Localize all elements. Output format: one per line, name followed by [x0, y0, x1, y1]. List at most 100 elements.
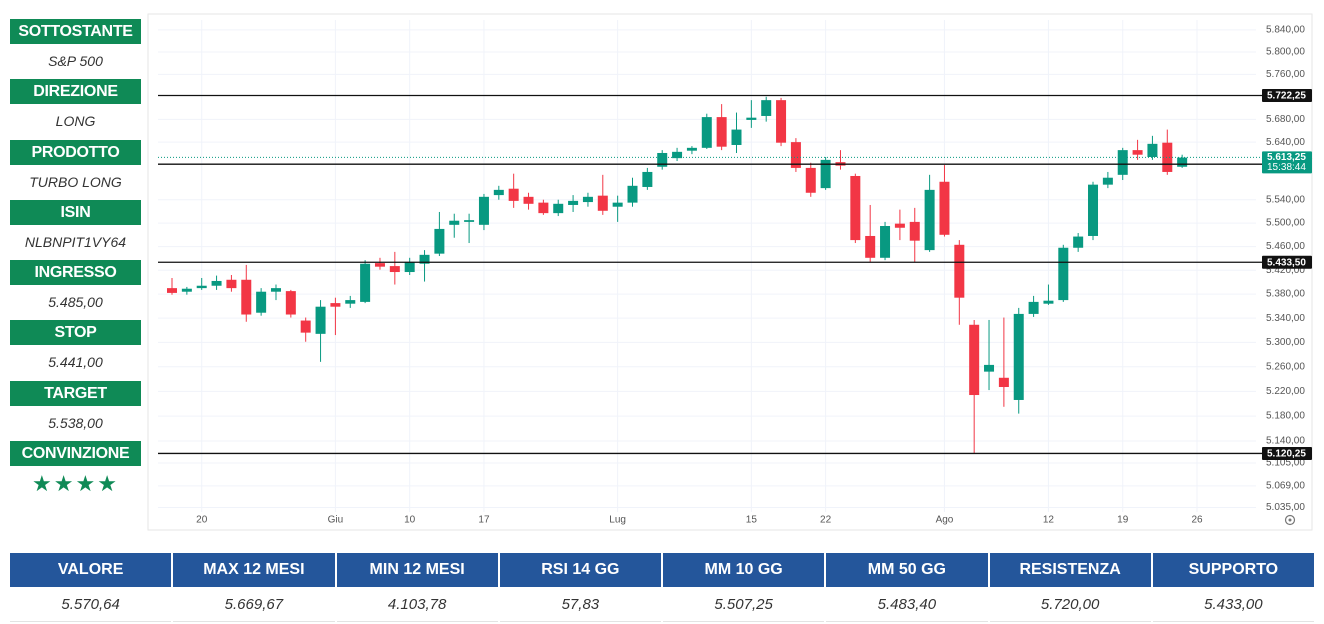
candle-body: [716, 117, 727, 147]
candle-body: [909, 221, 920, 241]
stats-table: VALORE MAX 12 MESI MIN 12 MESI RSI 14 GG MM …: [10, 553, 1314, 622]
table-header: MM 10 GG: [663, 553, 825, 587]
chart-card: [147, 13, 1313, 531]
candle-body: [657, 152, 668, 167]
x-tick-label: 20: [196, 515, 208, 526]
candle-body: [701, 117, 712, 148]
candle-body: [568, 200, 579, 205]
last-price-label: 5.613,25: [1267, 152, 1306, 163]
candle-body: [894, 223, 905, 228]
table-value: 5.483,40: [826, 589, 988, 622]
candle-body: [880, 225, 891, 258]
panel-value: 5.441,00: [10, 345, 141, 381]
panel-label: ISIN: [10, 199, 141, 225]
x-tick-label: 19: [1117, 515, 1129, 526]
candle-body: [389, 266, 400, 273]
y-tick-label: 5.460,00: [1266, 241, 1305, 252]
x-tick-label: 22: [820, 515, 832, 526]
x-tick-label: Ago: [936, 515, 954, 526]
panel-value: S&P 500: [10, 44, 141, 80]
candle-body: [642, 171, 653, 187]
y-tick-label: 5.140,00: [1266, 436, 1305, 447]
candle-body: [434, 228, 445, 254]
y-tick-label: 5.840,00: [1266, 25, 1305, 36]
candle-body: [211, 280, 222, 286]
y-tick-label: 5.220,00: [1266, 386, 1305, 397]
panel-label: PRODOTTO: [10, 139, 141, 165]
candle-body: [984, 364, 995, 372]
table-value: 5.507,25: [663, 589, 825, 622]
y-tick-label: 5.340,00: [1266, 313, 1305, 324]
candle-body: [776, 100, 787, 143]
table-value: 5.433,00: [1152, 589, 1314, 622]
y-tick-label: 5.180,00: [1266, 411, 1305, 422]
candle-body: [672, 151, 683, 159]
table-header: SUPPORTO: [1152, 553, 1314, 587]
y-tick-label: 5.760,00: [1266, 69, 1305, 80]
panel-label: STOP: [10, 320, 141, 346]
candle-body: [330, 303, 341, 307]
y-tick-label: 5.800,00: [1266, 47, 1305, 58]
countdown-label: 15:38:44: [1267, 162, 1306, 173]
candle-body: [553, 203, 564, 214]
candle-body: [404, 261, 415, 273]
candle-body: [865, 235, 876, 258]
table-header: MIN 12 MESI: [336, 553, 498, 587]
candle-body: [1088, 184, 1099, 236]
panel-label: TARGET: [10, 380, 141, 406]
table-header: MM 50 GG: [826, 553, 988, 587]
level-label: 5.722,25: [1267, 91, 1306, 102]
candle-body: [582, 196, 593, 203]
candle-body: [790, 142, 801, 168]
candle-body: [1162, 142, 1173, 172]
candle-body: [627, 185, 638, 203]
x-tick-label: Lug: [609, 515, 626, 526]
panel-value: LONG: [10, 104, 141, 140]
table-header: RSI 14 GG: [499, 553, 661, 587]
x-tick-label: Giu: [328, 515, 344, 526]
candle-body: [969, 324, 980, 396]
y-tick-label: 5.300,00: [1266, 337, 1305, 348]
x-tick-label: 12: [1043, 515, 1055, 526]
y-tick-label: 5.380,00: [1266, 289, 1305, 300]
table-value: 57,83: [499, 589, 661, 622]
candle-body: [538, 202, 549, 214]
candle-body: [241, 279, 252, 315]
panel-label: DIREZIONE: [10, 79, 141, 105]
candle-body: [1058, 247, 1069, 301]
last-price-tag: [1262, 151, 1312, 174]
settings-icon[interactable]: [1284, 514, 1296, 526]
side-panel: SOTTOSTANTE S&P 500 DIREZIONE LONG PRODOTTO T…: [10, 19, 141, 502]
candle-body: [360, 263, 371, 302]
panel-value: 5.538,00: [10, 405, 141, 442]
candle-body: [1028, 301, 1039, 314]
candle-body: [478, 196, 489, 225]
candle-body: [1073, 236, 1084, 248]
chart: 5.840,00 5.800,00 5.760,00 5.680,00 5.640,00…: [147, 13, 1313, 531]
y-tick-label: 5.069,00: [1266, 480, 1305, 491]
panel-value: NLBNPIT1VY64: [10, 224, 141, 261]
candle-body: [924, 189, 935, 251]
y-tick-label: 5.640,00: [1266, 137, 1305, 148]
x-tick-label: 26: [1191, 515, 1203, 526]
candle-body: [345, 300, 356, 304]
candle-body: [523, 196, 534, 204]
candle-body: [597, 195, 608, 211]
candle-body: [954, 244, 965, 298]
candle-body: [256, 291, 267, 313]
candle-body: [181, 288, 192, 292]
candle-body: [1117, 150, 1128, 175]
candle-body: [449, 220, 460, 225]
candle-body: [374, 263, 385, 267]
candle-body: [226, 279, 237, 289]
candle-body: [196, 285, 207, 289]
settings-icon-dot: [1288, 518, 1292, 522]
candle-body: [686, 147, 697, 151]
candle-body: [1043, 300, 1054, 304]
y-tick-label: 5.680,00: [1266, 114, 1305, 125]
candle-body: [1132, 150, 1143, 155]
level-label: 5.433,50: [1267, 257, 1306, 268]
table-value: 5.720,00: [989, 589, 1151, 622]
x-tick-label: 15: [746, 515, 758, 526]
y-tick-label: 5.105,00: [1266, 458, 1305, 469]
